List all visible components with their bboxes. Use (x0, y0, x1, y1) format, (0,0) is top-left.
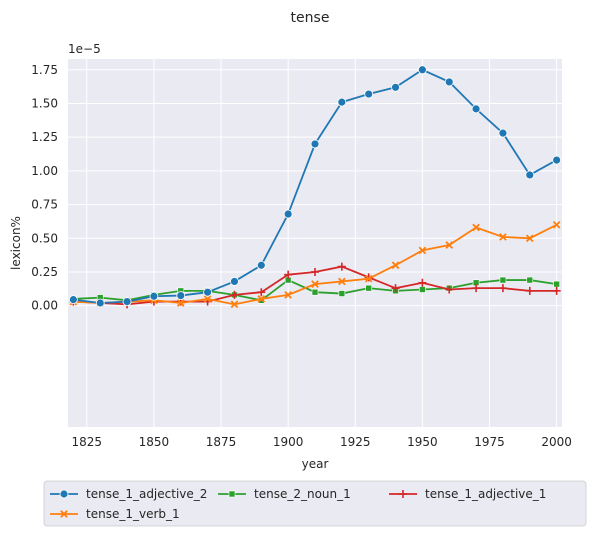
data-point (552, 155, 562, 165)
data-point (498, 284, 507, 293)
data-point (203, 287, 213, 297)
data-point (472, 223, 480, 232)
y-tick-label: 1.75 (31, 63, 58, 77)
plot-area (68, 59, 562, 427)
data-point (499, 233, 507, 241)
legend-marker (399, 490, 407, 498)
data-point (337, 262, 346, 271)
data-point (203, 295, 212, 303)
data-point (445, 285, 454, 294)
data-point (417, 65, 427, 75)
y-tick-label: 1.50 (31, 96, 58, 110)
data-point (338, 277, 346, 286)
data-point (311, 288, 319, 296)
y-tick-label: 0.75 (31, 198, 58, 212)
data-point (525, 234, 534, 243)
data-point (364, 89, 374, 99)
data-point (176, 299, 185, 307)
data-point (552, 220, 561, 229)
data-point (552, 286, 561, 295)
data-point (419, 286, 426, 293)
data-point (498, 128, 508, 138)
data-point (283, 209, 293, 219)
y-tick-label: 0.00 (31, 299, 58, 313)
data-point (68, 295, 78, 305)
legend-label: tense_1_adjective_2 (86, 487, 207, 501)
x-tick-label: 1850 (139, 435, 170, 449)
y-tick-label: 0.50 (31, 231, 58, 245)
data-point (256, 260, 266, 270)
data-point (553, 280, 560, 288)
data-point (391, 284, 400, 293)
x-axis-label: year (302, 457, 329, 471)
legend-label: tense_1_adjective_1 (425, 487, 546, 501)
x-tick-label: 1950 (407, 435, 438, 449)
legend-label: tense_1_verb_1 (86, 507, 180, 521)
data-point (284, 270, 293, 279)
data-point (311, 280, 319, 288)
data-point (365, 284, 372, 292)
data-point (525, 286, 534, 295)
data-point (445, 241, 454, 249)
y-tick-label: 1.25 (31, 130, 58, 144)
data-point (230, 277, 239, 286)
data-point (391, 261, 400, 270)
legend-marker (60, 510, 68, 518)
data-point (418, 278, 427, 287)
x-tick-label: 2000 (541, 435, 572, 449)
data-point (391, 82, 400, 92)
data-point (311, 267, 319, 276)
x-tick-label: 1975 (474, 435, 505, 449)
data-point (444, 77, 454, 87)
legend-label: tense_2_noun_1 (254, 487, 351, 501)
data-point (472, 284, 481, 293)
data-point (149, 291, 159, 301)
data-point (338, 290, 346, 297)
data-point (418, 246, 427, 255)
legend-entry: tense_2_noun_1 (218, 487, 351, 501)
data-point (230, 290, 239, 299)
x-tick-label: 1925 (340, 435, 371, 449)
legend-marker (228, 490, 236, 498)
data-point (230, 300, 239, 309)
legend: tense_1_adjective_2 tense_1_verb_1 tense_2… (43, 480, 587, 527)
x-tick-label: 1900 (273, 435, 304, 449)
data-point (284, 291, 292, 299)
data-point (499, 276, 507, 284)
data-point (176, 291, 186, 300)
series-tense_1_adjective_2 (68, 65, 562, 308)
data-point (364, 274, 373, 283)
data-point (337, 97, 347, 107)
x-axis-ticks: 1825 1850 1875 1900 1925 1950 1975 2000 (72, 435, 572, 449)
y-tick-label: 1.00 (31, 164, 58, 178)
x-tick-label: 1875 (206, 435, 237, 449)
data-point (122, 297, 132, 307)
legend-entry: tense_1_adjective_2 (50, 487, 207, 501)
data-point (257, 288, 266, 297)
x-tick-label: 1825 (72, 435, 103, 449)
y-axis-label: lexicon% (9, 216, 23, 270)
y-axis-ticks: 0.00 0.25 0.50 0.75 1.00 1.25 1.50 1.75 (31, 63, 58, 313)
chart-title: tense (291, 10, 330, 26)
data-point (525, 170, 535, 180)
legend-box (43, 480, 587, 527)
data-point (257, 295, 266, 303)
grid-lines (68, 59, 562, 427)
legend-marker (59, 489, 69, 499)
data-point (526, 276, 534, 284)
legend-entry: tense_1_adjective_1 (389, 487, 546, 501)
data-point (310, 139, 320, 149)
legend-entry: tense_1_verb_1 (50, 507, 180, 521)
y-axis-offset-label: 1e−5 (68, 42, 101, 56)
series-layer (68, 65, 562, 309)
data-point (471, 104, 481, 114)
data-point (95, 298, 105, 308)
y-tick-label: 0.25 (31, 265, 58, 279)
